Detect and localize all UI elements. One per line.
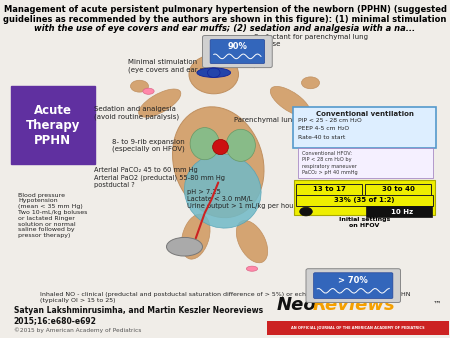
FancyBboxPatch shape (366, 206, 432, 217)
Text: 10 Hz: 10 Hz (391, 209, 413, 215)
Text: guidelines as recommended by the authors are shown in this figure): (1) minimal : guidelines as recommended by the authors… (3, 15, 447, 24)
Text: 90%: 90% (227, 42, 248, 51)
FancyBboxPatch shape (306, 269, 400, 303)
FancyBboxPatch shape (296, 195, 433, 206)
Ellipse shape (300, 207, 312, 216)
FancyBboxPatch shape (267, 321, 449, 335)
Ellipse shape (197, 68, 230, 77)
Ellipse shape (212, 140, 228, 155)
Ellipse shape (189, 55, 239, 94)
Text: Sedation and analgesia
(avoid routine paralysis): Sedation and analgesia (avoid routine pa… (94, 106, 180, 120)
FancyBboxPatch shape (294, 180, 435, 215)
Ellipse shape (302, 77, 319, 89)
Text: Parenchymal lung disease (MAS): Parenchymal lung disease (MAS) (234, 117, 348, 123)
Text: AN OFFICIAL JOURNAL OF THE AMERICAN ACADEMY OF PEDIATRICS: AN OFFICIAL JOURNAL OF THE AMERICAN ACAD… (291, 326, 424, 330)
Text: Conventional HFOV:: Conventional HFOV: (302, 151, 351, 156)
Text: Surfactant for parenchymal lung
disease: Surfactant for parenchymal lung disease (254, 34, 368, 47)
Ellipse shape (130, 80, 148, 92)
Text: ™: ™ (433, 300, 441, 309)
Ellipse shape (143, 88, 154, 94)
Text: Initial settings
on HFOV: Initial settings on HFOV (339, 217, 390, 228)
FancyBboxPatch shape (293, 107, 436, 148)
FancyBboxPatch shape (11, 86, 94, 164)
Text: Neo: Neo (277, 296, 316, 314)
Text: > 70%: > 70% (338, 276, 368, 285)
Ellipse shape (190, 128, 220, 160)
Text: Arterial PaCO₂ 45 to 60 mm Hg
Arterial PaO2 (preductal) 55-80 mm Hg
postductal ?: Arterial PaCO₂ 45 to 60 mm Hg Arterial P… (94, 167, 225, 188)
FancyBboxPatch shape (296, 184, 362, 195)
Text: with the use of eye covers and ear muffs; (2) sedation and analgesia with a na..: with the use of eye covers and ear muffs… (35, 24, 415, 33)
Text: Conventional ventilation: Conventional ventilation (315, 111, 414, 117)
Text: Acute
Therapy
PPHN: Acute Therapy PPHN (26, 103, 80, 147)
Ellipse shape (247, 266, 257, 271)
Ellipse shape (172, 107, 264, 218)
FancyBboxPatch shape (210, 40, 265, 64)
Text: Blood pressure
Hypotension
(mean < 35 mm Hg)
Two 10-mL/kg boluses
or lactated Ri: Blood pressure Hypotension (mean < 35 mm… (18, 193, 87, 238)
Text: Management of acute persistent pulmonary hypertension of the newborn (PPHN) (sug: Management of acute persistent pulmonary… (4, 5, 446, 14)
Ellipse shape (139, 89, 181, 117)
Ellipse shape (270, 87, 310, 116)
Text: Inhaled NO - clinical (preductal and postductal saturation difference of > 5%) o: Inhaled NO - clinical (preductal and pos… (40, 292, 410, 303)
Text: Satyan Lakshminrusimha, and Martin Keszler Neoreviews
2015;16:e680-e692: Satyan Lakshminrusimha, and Martin Keszl… (14, 306, 263, 325)
Text: PEEP 4-5 cm H₂O: PEEP 4-5 cm H₂O (298, 126, 350, 131)
Text: Rate-40 to start: Rate-40 to start (298, 135, 346, 140)
Text: PIP < 25 - 28 cm H₂O: PIP < 25 - 28 cm H₂O (298, 118, 362, 123)
Text: 8- to 9-rib expansion
(especially on HFOV): 8- to 9-rib expansion (especially on HFO… (112, 139, 185, 152)
Ellipse shape (166, 237, 202, 256)
Text: respiratory maneuver: respiratory maneuver (302, 164, 356, 169)
Text: ©2015 by American Academy of Pediatrics: ©2015 by American Academy of Pediatrics (14, 327, 141, 333)
Text: 13 to 17: 13 to 17 (313, 186, 346, 192)
Ellipse shape (236, 220, 268, 263)
FancyBboxPatch shape (202, 35, 272, 68)
Ellipse shape (226, 129, 256, 162)
Text: Minimal stimulation
(eye covers and ear muffs): Minimal stimulation (eye covers and ear … (128, 59, 223, 73)
FancyBboxPatch shape (365, 184, 431, 195)
Text: 30 to 40: 30 to 40 (382, 186, 414, 192)
Text: 33% (35 of 1:2): 33% (35 of 1:2) (334, 197, 395, 203)
Ellipse shape (181, 214, 210, 259)
Text: pH > 7.25
Lactate < 3.0 mM/L
Urine output > 1 mL/kg per hour: pH > 7.25 Lactate < 3.0 mM/L Urine outpu… (187, 189, 296, 209)
Ellipse shape (184, 154, 261, 228)
FancyBboxPatch shape (298, 148, 433, 178)
Text: Reviews: Reviews (313, 296, 396, 314)
Text: PaCO₂ > pH 40 mmHg: PaCO₂ > pH 40 mmHg (302, 170, 357, 175)
FancyBboxPatch shape (314, 273, 393, 298)
Text: PIP < 28 cm H₂O by: PIP < 28 cm H₂O by (302, 157, 351, 162)
